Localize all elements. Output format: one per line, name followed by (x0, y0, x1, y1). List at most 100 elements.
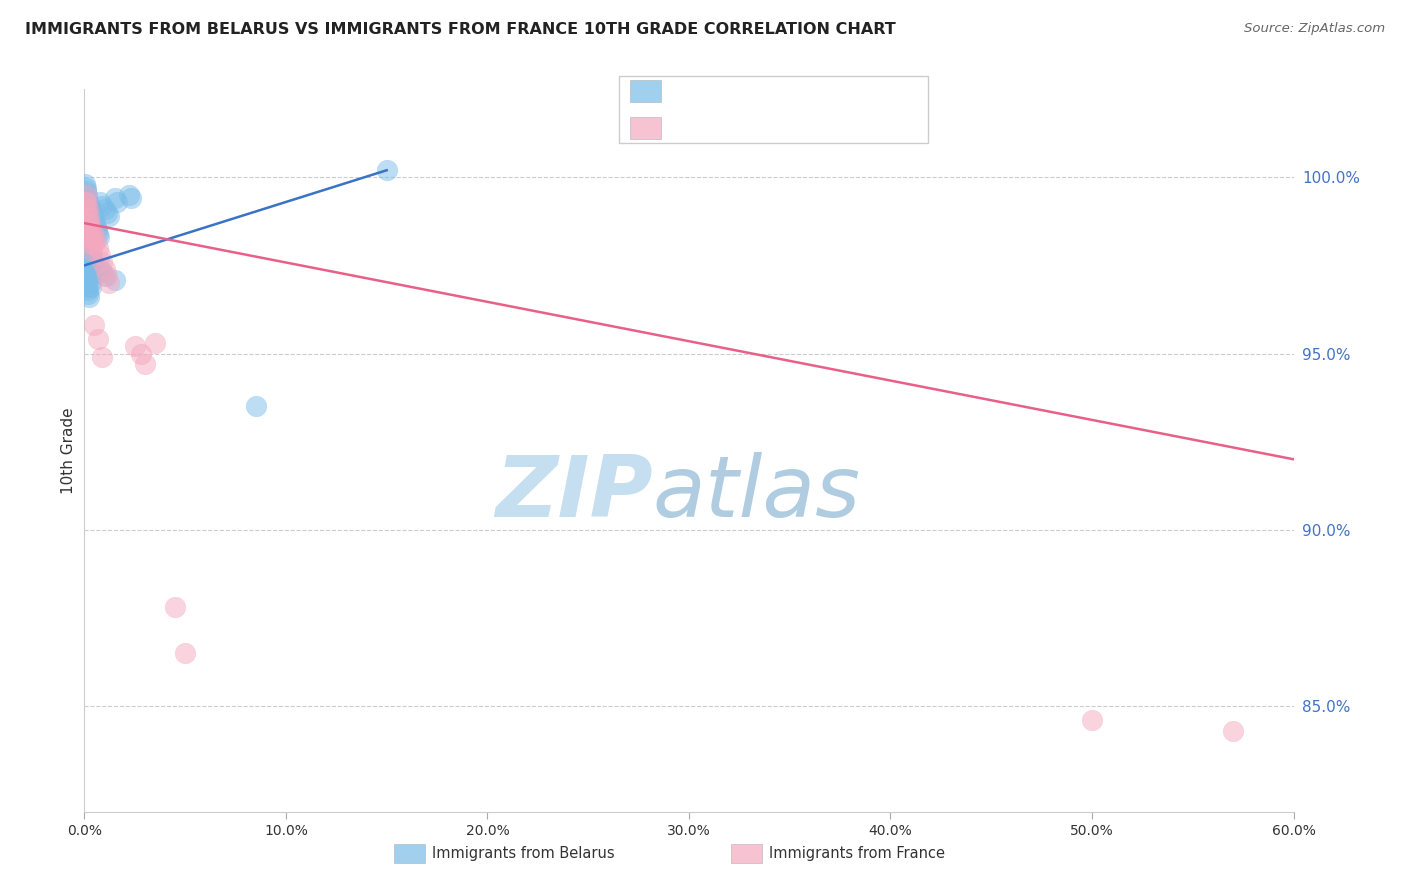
Point (89, 194, 111, 209)
Point (93, 262, 115, 277)
Point (79, 205, 101, 219)
Point (82, 255, 104, 269)
Point (80, 223, 103, 237)
Point (82, 244, 104, 259)
Point (84, 216, 107, 230)
Point (77, 198, 100, 212)
Text: ZIP: ZIP (495, 452, 652, 535)
Point (77, 252, 100, 266)
Point (75, 237, 97, 252)
Point (75, 178, 97, 192)
Point (77, 202, 100, 216)
Point (82, 205, 104, 219)
Point (75, 202, 97, 216)
Point (97, 276, 120, 290)
Text: Immigrants from France: Immigrants from France (769, 847, 945, 861)
Point (165, 600, 187, 615)
Point (76, 209, 98, 223)
Text: 0.379: 0.379 (686, 82, 740, 100)
Text: R = -0.305   N = 31: R = -0.305 N = 31 (666, 119, 830, 136)
Point (76, 276, 98, 290)
Point (75, 188, 97, 202)
Point (75, 185, 97, 199)
Point (80, 279, 103, 293)
Point (84, 262, 107, 277)
Text: 72: 72 (770, 82, 794, 100)
Point (134, 357, 156, 371)
Point (75, 234, 97, 248)
Point (84, 259, 107, 273)
Point (79, 276, 101, 290)
Point (87, 241, 110, 255)
Point (82, 237, 104, 252)
Point (91, 198, 114, 212)
Point (86, 219, 108, 234)
Point (75, 212, 97, 227)
Text: atlas: atlas (652, 452, 860, 535)
Text: 31: 31 (770, 119, 793, 136)
Point (174, 646, 197, 660)
Point (75, 205, 97, 219)
Point (79, 230, 101, 244)
Point (1222, 723, 1244, 738)
Point (86, 223, 108, 237)
Point (77, 227, 100, 241)
Point (105, 194, 128, 209)
Point (82, 252, 104, 266)
Point (77, 290, 100, 304)
Point (80, 202, 103, 216)
Y-axis label: 10th Grade: 10th Grade (60, 407, 76, 494)
Point (75, 194, 97, 209)
Point (77, 223, 100, 237)
Text: -0.305: -0.305 (681, 119, 740, 136)
Point (83, 318, 105, 333)
Point (245, 400, 267, 414)
Point (87, 265, 110, 279)
Text: Source: ZipAtlas.com: Source: ZipAtlas.com (1244, 22, 1385, 36)
Point (76, 216, 98, 230)
Point (77, 216, 100, 230)
Point (76, 194, 98, 209)
Point (120, 191, 142, 205)
Point (375, 163, 398, 178)
Point (83, 212, 105, 227)
Point (118, 188, 141, 202)
Point (97, 209, 120, 223)
Point (79, 198, 101, 212)
Point (124, 339, 146, 353)
Point (75, 265, 97, 279)
Point (143, 335, 166, 350)
Point (96, 205, 118, 219)
Point (87, 333, 110, 347)
Point (79, 216, 101, 230)
Point (76, 244, 98, 259)
Point (91, 350, 114, 364)
Point (77, 259, 100, 273)
Point (80, 230, 103, 244)
Point (83, 259, 105, 273)
Point (76, 188, 98, 202)
Point (89, 262, 111, 277)
Point (77, 230, 100, 244)
Point (104, 191, 127, 205)
Point (77, 286, 100, 301)
Text: R =   0.379   N = 72: R = 0.379 N = 72 (666, 82, 834, 100)
Point (104, 272, 127, 286)
Point (75, 241, 97, 255)
Point (96, 268, 118, 283)
Point (76, 219, 98, 234)
Point (91, 265, 114, 279)
Point (80, 248, 103, 262)
Point (77, 194, 100, 209)
Point (83, 227, 105, 241)
Point (75, 209, 97, 223)
Point (76, 191, 98, 205)
Point (79, 209, 101, 223)
Point (80, 237, 103, 252)
Point (89, 230, 111, 244)
Point (76, 279, 98, 293)
Point (89, 248, 111, 262)
Text: Immigrants from Belarus: Immigrants from Belarus (432, 847, 614, 861)
Point (129, 346, 152, 360)
Point (1081, 713, 1104, 727)
